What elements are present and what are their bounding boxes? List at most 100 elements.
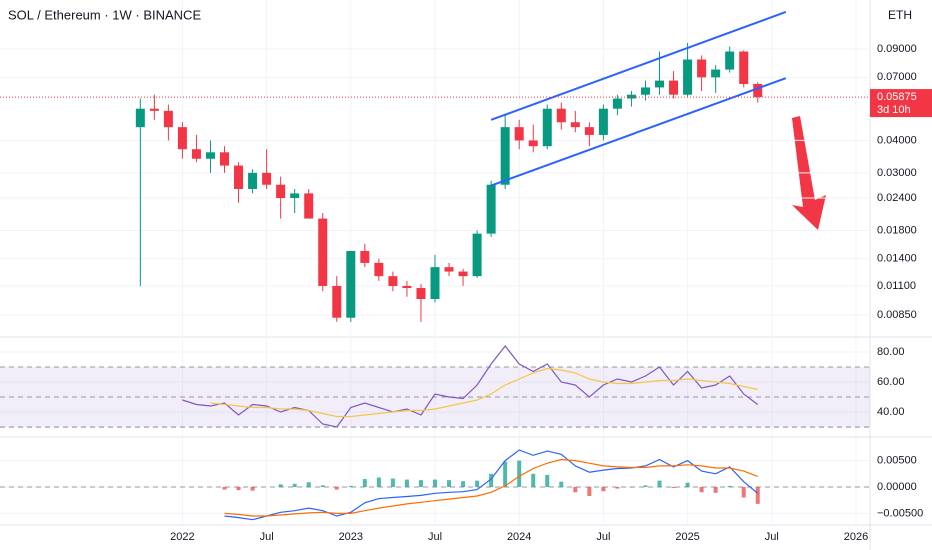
candle-body <box>711 69 721 78</box>
histogram-bar <box>404 479 409 487</box>
last-price-label: 0.05875 <box>877 91 917 103</box>
candle-body <box>725 51 735 70</box>
last-price-box <box>870 89 932 118</box>
histogram-bar <box>418 480 423 487</box>
histogram-bar <box>601 486 606 492</box>
candle-body <box>304 193 314 219</box>
x-tick-label: Jul <box>260 531 274 543</box>
histogram-bar <box>517 460 522 487</box>
histogram-bar <box>643 485 648 487</box>
candle-body <box>739 51 749 84</box>
histogram-bar <box>685 482 690 487</box>
candle-body <box>276 184 286 199</box>
candle-body <box>697 59 707 78</box>
x-tick-label: 2026 <box>844 531 868 543</box>
candle-body <box>290 193 300 199</box>
candle-body <box>135 108 145 128</box>
candle-body <box>514 127 524 141</box>
histogram-bar <box>559 481 564 487</box>
countdown-label: 3d 10h <box>877 104 911 116</box>
x-tick-label: 2025 <box>675 531 699 543</box>
histogram-bar <box>362 479 367 487</box>
histogram-bar <box>475 480 480 487</box>
candle-body <box>472 233 482 277</box>
y-tick-label: 80.00 <box>877 346 905 358</box>
x-tick-label: 2023 <box>339 531 363 543</box>
candle-body <box>598 108 608 135</box>
histogram-bar <box>376 477 381 487</box>
histogram-bar <box>657 480 662 487</box>
histogram-bar <box>447 480 452 487</box>
y-tick-label: 0.03000 <box>877 167 917 179</box>
histogram-bar <box>306 482 311 487</box>
channel-line <box>490 77 787 187</box>
y-tick-label: 0.02400 <box>877 192 917 204</box>
candle-body <box>669 80 679 95</box>
histogram-bar <box>348 485 353 487</box>
series-line <box>210 367 758 418</box>
histogram-bar <box>489 473 494 487</box>
series-line <box>224 458 758 517</box>
histogram-bar <box>615 486 620 489</box>
candle-body <box>444 267 454 272</box>
x-tick-label: 2022 <box>170 531 194 543</box>
candle-body <box>570 122 580 128</box>
y-tick-label: 0.00850 <box>877 309 917 321</box>
candle-body <box>584 127 594 135</box>
candle-body <box>332 285 342 318</box>
y-tick-label: 0.07000 <box>877 71 917 83</box>
candle-body <box>683 59 693 95</box>
candle-body <box>163 110 173 128</box>
candle-body <box>626 94 636 99</box>
candle-body <box>346 250 356 318</box>
candle-body <box>177 127 187 150</box>
channel-line <box>490 11 787 121</box>
histogram-bar <box>334 486 339 490</box>
candle-body <box>753 83 763 98</box>
histogram-bar <box>629 486 634 488</box>
y-tick-label: 0.01100 <box>877 280 916 292</box>
candle-body <box>528 140 538 147</box>
candle-body <box>149 108 159 111</box>
series-line <box>224 449 759 521</box>
candle-body <box>655 80 665 88</box>
currency-label: ETH <box>888 8 912 22</box>
candle-body <box>486 184 496 234</box>
candle-body <box>262 172 272 185</box>
candle-body <box>458 271 468 277</box>
candle-body <box>640 87 650 95</box>
histogram-bar <box>292 483 297 487</box>
candle-body <box>416 288 426 299</box>
y-tick-label: 0.04000 <box>877 134 917 146</box>
candle-body <box>205 152 215 159</box>
candle-body <box>430 267 440 299</box>
histogram-bar <box>545 474 550 487</box>
candle-body <box>542 108 552 147</box>
histogram-bar <box>250 486 255 491</box>
y-tick-label: 0.00000 <box>877 481 917 493</box>
x-tick-label: Jul <box>428 531 442 543</box>
candle-body <box>612 98 622 109</box>
histogram-bar <box>461 481 466 487</box>
histogram-bar <box>320 485 325 487</box>
histogram-bar <box>755 486 760 504</box>
y-tick-label: 60.00 <box>877 376 905 388</box>
x-tick-label: Jul <box>596 531 610 543</box>
x-tick-label: 2024 <box>507 531 531 543</box>
histogram-bar <box>236 486 241 491</box>
series-line <box>182 345 759 428</box>
histogram-bar <box>671 486 676 489</box>
y-tick-label: 40.00 <box>877 406 905 418</box>
histogram-bar <box>278 484 283 487</box>
y-tick-label: 0.01400 <box>877 253 917 265</box>
histogram-bar <box>587 486 592 496</box>
histogram-bar <box>531 473 536 487</box>
y-tick-label: 0.01800 <box>877 224 917 236</box>
x-tick-label: Jul <box>765 531 779 543</box>
histogram-bar <box>699 486 704 493</box>
candle-body <box>191 149 201 159</box>
histogram-bar <box>503 461 508 487</box>
candle-body <box>556 108 566 123</box>
candle-body <box>360 250 370 263</box>
